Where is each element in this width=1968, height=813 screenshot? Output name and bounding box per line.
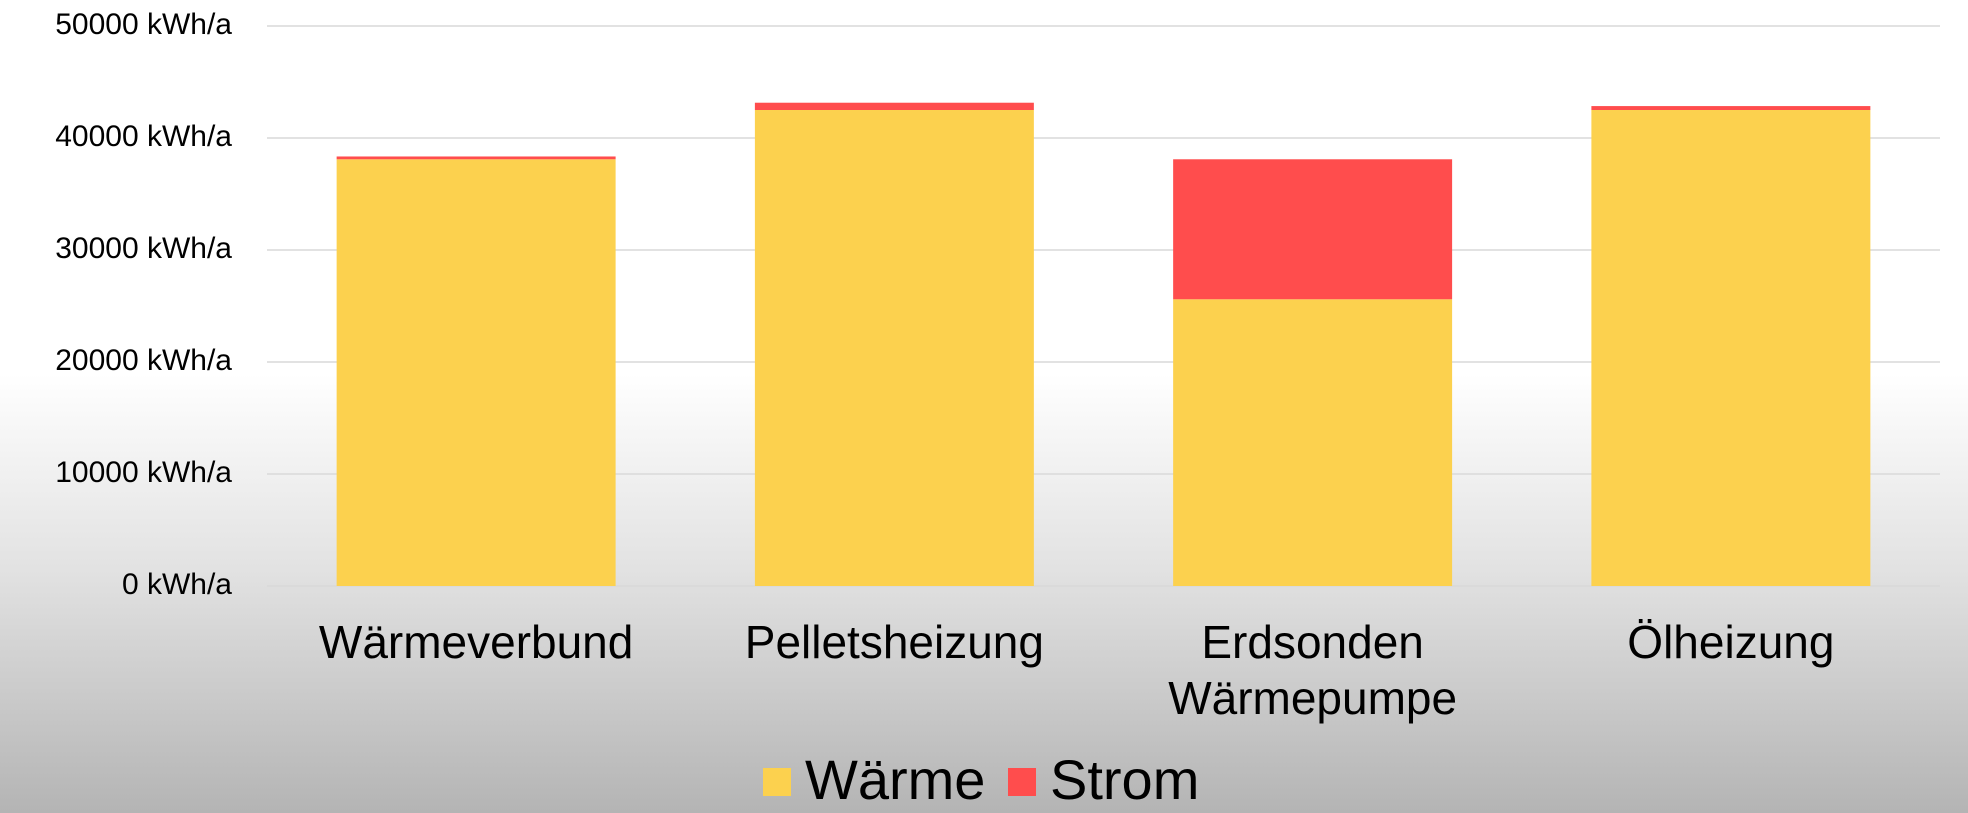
y-tick-label: 10000 kWh/a — [55, 456, 232, 489]
x-tick-label: Pelletsheizung — [744, 616, 1044, 668]
y-tick-label: 20000 kWh/a — [55, 344, 232, 377]
bar-segment — [1173, 159, 1453, 300]
legend-label: Strom — [1050, 748, 1199, 811]
bar-segment — [336, 156, 616, 160]
y-tick-label: 30000 kWh/a — [55, 232, 232, 265]
y-tick-label: 40000 kWh/a — [55, 120, 232, 153]
x-tick-label: Ölheizung — [1627, 616, 1835, 668]
legend-swatch — [763, 768, 791, 796]
bar-segment — [754, 110, 1034, 586]
y-tick-label: 0 kWh/a — [122, 568, 232, 601]
y-tick-label: 50000 kWh/a — [55, 8, 232, 41]
legend-swatch — [1008, 768, 1036, 796]
bar-segment — [1591, 106, 1871, 110]
bar-segment — [1173, 299, 1453, 586]
bar-segment — [336, 159, 616, 586]
bar-segment — [1591, 110, 1871, 586]
x-tick-label: Wärmeverbund — [318, 616, 634, 668]
x-tick-label: Erdsonden Wärmepumpe — [1168, 616, 1458, 724]
bar-segment — [754, 102, 1034, 110]
legend-label: Wärme — [805, 748, 985, 811]
